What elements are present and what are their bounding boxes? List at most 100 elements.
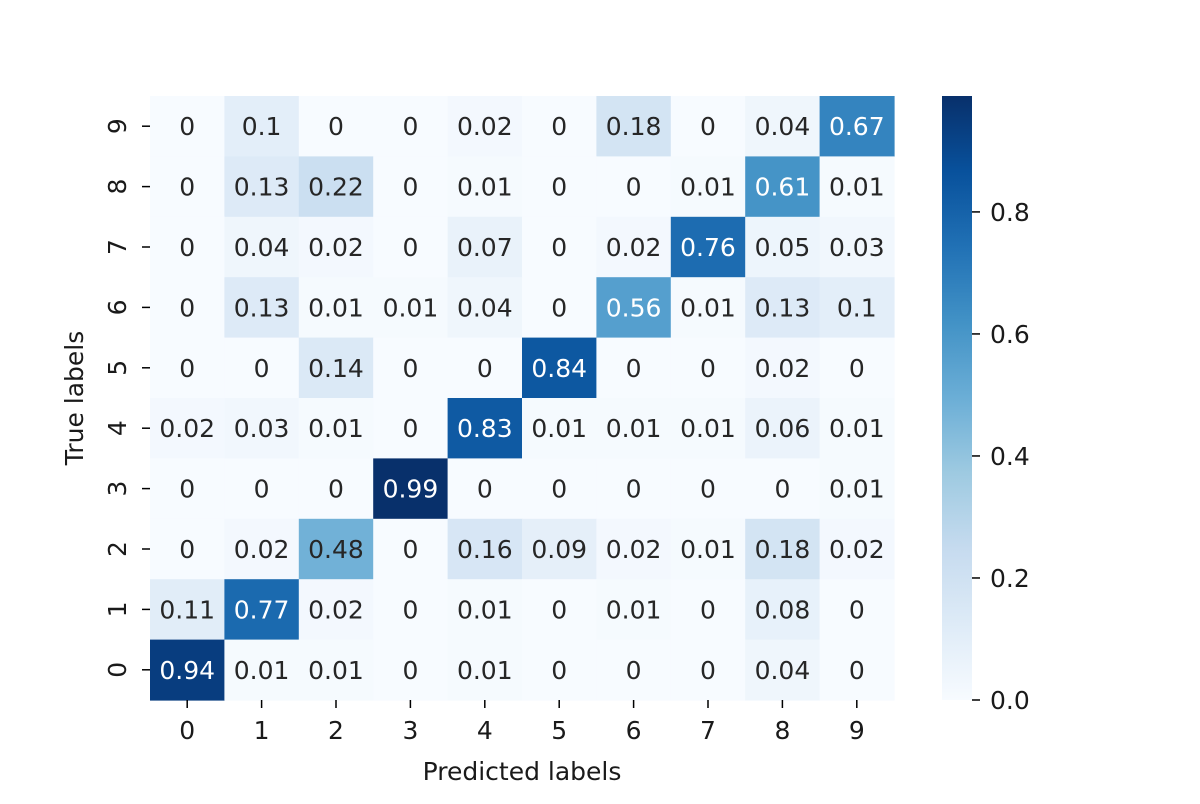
heatmap-cell xyxy=(150,518,225,580)
heatmap-cell xyxy=(373,277,449,339)
heatmap-cell xyxy=(596,277,672,339)
heatmap-cell xyxy=(447,156,523,218)
heatmap-cell xyxy=(522,96,597,157)
cell-annotation: 0 xyxy=(626,173,642,202)
heatmap-cell xyxy=(745,96,821,157)
cell-annotation: 0.01 xyxy=(531,414,587,443)
y-tick-label: 5 xyxy=(103,360,132,376)
x-tick-label: 1 xyxy=(254,716,270,745)
cell-annotation: 0 xyxy=(551,112,567,141)
cell-annotation: 0.01 xyxy=(234,656,290,685)
x-tick-label: 5 xyxy=(551,716,567,745)
cell-annotation: 0.56 xyxy=(606,293,662,322)
cell-annotation: 0 xyxy=(179,173,195,202)
cell-annotation: 0.02 xyxy=(755,354,811,383)
cell-annotation: 0 xyxy=(626,475,642,504)
cell-annotation: 0.01 xyxy=(457,595,513,624)
heatmap-cell xyxy=(745,579,821,641)
colorbar-tick-label: 0.4 xyxy=(990,442,1030,471)
cell-annotation: 0 xyxy=(774,475,790,504)
colorbar-tick-label: 0.8 xyxy=(990,198,1030,227)
heatmap-cell xyxy=(819,639,895,701)
y-tick-label: 2 xyxy=(103,541,132,557)
heatmap-cell xyxy=(670,277,746,339)
cell-annotation: 0 xyxy=(402,535,418,564)
cell-annotation: 0 xyxy=(402,233,418,262)
heatmap-cell xyxy=(819,156,895,218)
cell-annotation: 0.1 xyxy=(837,293,877,322)
cell-annotation: 0 xyxy=(700,475,716,504)
cell-annotation: 0.13 xyxy=(234,293,290,322)
heatmap-cell xyxy=(298,398,374,459)
heatmap-cell xyxy=(596,518,672,580)
cell-annotation: 0.04 xyxy=(234,233,290,262)
heatmap-cell xyxy=(745,156,821,218)
heatmap-cell xyxy=(670,579,746,641)
heatmap-cell xyxy=(224,398,300,459)
cell-annotation: 0 xyxy=(402,354,418,383)
heatmap-cell xyxy=(745,639,821,701)
heatmap-cell xyxy=(373,639,449,701)
heatmap-cell xyxy=(522,337,597,399)
heatmap-cell xyxy=(596,398,672,459)
heatmap-cell xyxy=(819,579,895,641)
cell-annotation: 0.02 xyxy=(606,233,662,262)
heatmap-cell xyxy=(596,639,672,701)
heatmap-cell xyxy=(447,398,523,459)
cell-annotation: 0.01 xyxy=(308,656,364,685)
heatmap-cell xyxy=(447,96,523,157)
heatmap-cell xyxy=(596,579,672,641)
heatmap-cell xyxy=(596,96,672,157)
cell-annotation: 0.01 xyxy=(606,414,662,443)
y-tick-label: 6 xyxy=(103,299,132,315)
x-tick-label: 6 xyxy=(626,716,642,745)
heatmap-cell xyxy=(224,156,300,218)
cell-annotation: 0 xyxy=(551,293,567,322)
y-tick-label: 0 xyxy=(103,662,132,678)
heatmap-cell xyxy=(447,337,523,399)
heatmap-cell xyxy=(224,639,300,701)
heatmap-cell xyxy=(373,579,449,641)
heatmap-cell xyxy=(819,96,895,157)
colorbar-tick-label: 0.0 xyxy=(990,686,1030,715)
cell-annotation: 0 xyxy=(626,354,642,383)
heatmap-cell xyxy=(745,458,821,520)
heatmap-cell xyxy=(819,337,895,399)
heatmap-cell xyxy=(224,579,300,641)
heatmap-cell xyxy=(522,398,597,459)
cell-annotations: 0 0.1 0 0 0.02 0 0.18 0 0.04 0.67 0 0.13 0.22 0 0.01 0 0… xyxy=(159,112,884,685)
heatmap-cell xyxy=(670,337,746,399)
heatmap-cell xyxy=(150,458,225,520)
cell-annotation: 0 xyxy=(179,233,195,262)
cell-annotation: 0 xyxy=(254,354,270,383)
cell-annotation: 0.02 xyxy=(606,535,662,564)
cell-annotation: 0 xyxy=(402,112,418,141)
cell-annotation: 0.14 xyxy=(308,354,364,383)
heatmap-cell xyxy=(670,216,746,278)
cell-annotation: 0 xyxy=(328,475,344,504)
heatmap-cell xyxy=(819,216,895,278)
cell-annotation: 0.03 xyxy=(234,414,290,443)
y-tick-label: 8 xyxy=(103,179,132,195)
heatmap-cell xyxy=(298,216,374,278)
x-axis-label: Predicted labels xyxy=(423,757,622,786)
cell-annotation: 0.09 xyxy=(531,535,587,564)
cell-annotation: 0.11 xyxy=(159,595,215,624)
heatmap-cell xyxy=(745,398,821,459)
cell-annotation: 0.02 xyxy=(308,595,364,624)
heatmap-cell xyxy=(150,639,225,701)
heatmap-cell xyxy=(670,639,746,701)
y-tick-label: 3 xyxy=(103,481,132,497)
heatmap-cell xyxy=(150,337,225,399)
x-tick-label: 7 xyxy=(700,716,716,745)
heatmap-cell xyxy=(596,458,672,520)
heatmap-cell xyxy=(373,398,449,459)
y-axis: 9 8 7 6 5 4 3 2 1 0 xyxy=(103,118,150,678)
cell-annotation: 0.02 xyxy=(234,535,290,564)
cell-annotation: 0.1 xyxy=(242,112,282,141)
heatmap-cell xyxy=(373,96,449,157)
heatmap-cell xyxy=(447,639,523,701)
heatmap-cell xyxy=(745,518,821,580)
x-tick-label: 9 xyxy=(849,716,865,745)
